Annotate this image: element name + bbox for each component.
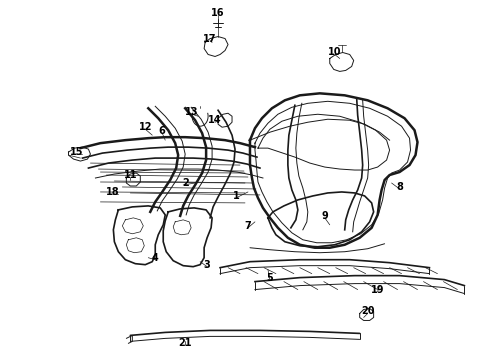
- Text: 2: 2: [182, 178, 189, 188]
- Text: 9: 9: [321, 211, 328, 221]
- Text: 18: 18: [105, 187, 119, 197]
- Text: 13: 13: [185, 107, 199, 117]
- Text: 20: 20: [361, 306, 374, 316]
- Text: 15: 15: [70, 147, 83, 157]
- Text: 12: 12: [139, 122, 152, 132]
- Text: 6: 6: [159, 126, 166, 136]
- Text: 5: 5: [267, 273, 273, 283]
- Text: 16: 16: [211, 8, 225, 18]
- Text: 3: 3: [204, 260, 211, 270]
- Text: 14: 14: [208, 115, 222, 125]
- Text: 17: 17: [203, 33, 217, 44]
- Text: 11: 11: [123, 170, 137, 180]
- Text: 4: 4: [152, 253, 159, 263]
- Text: 10: 10: [328, 48, 342, 58]
- Text: 1: 1: [233, 191, 240, 201]
- Text: 7: 7: [245, 221, 251, 231]
- Text: 21: 21: [178, 338, 192, 348]
- Text: 8: 8: [396, 182, 403, 192]
- Text: 19: 19: [371, 284, 384, 294]
